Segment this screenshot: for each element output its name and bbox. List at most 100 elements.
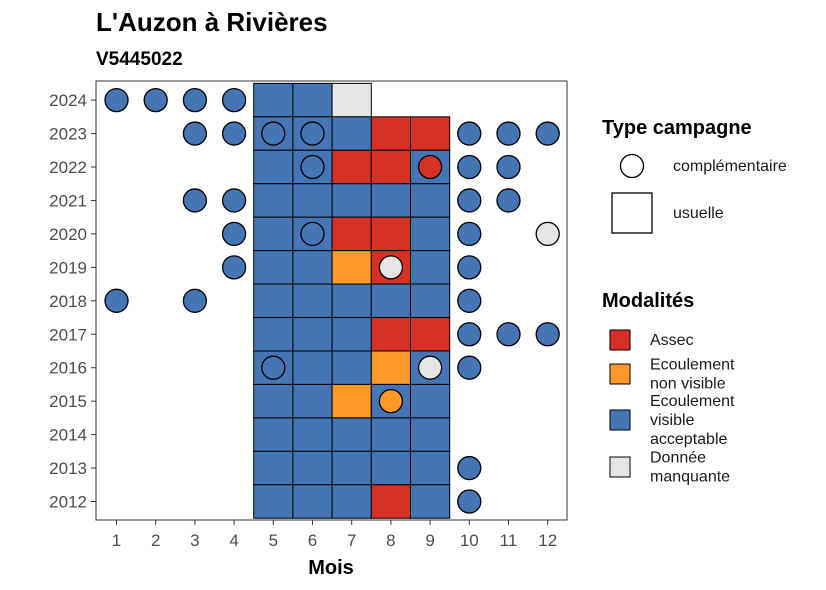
point-2017-10	[457, 322, 482, 347]
legend-swatch	[609, 363, 631, 385]
point-2023-3	[182, 121, 208, 146]
y-axis: 2012 2013 2014 2015 2016 2017 2018 2019 2020 2021…	[49, 91, 96, 512]
tile-2016-6	[292, 350, 333, 385]
legend-swatch	[609, 456, 631, 478]
tile-2015-9	[410, 383, 451, 419]
point-2016-5	[261, 355, 286, 380]
legend-label: non visible	[650, 376, 726, 393]
tile-2014-6	[292, 417, 333, 452]
point-2019-4	[221, 255, 247, 280]
x-tick-label: 10	[460, 531, 479, 550]
legend-square-key	[611, 192, 653, 234]
x-axis: 1 2 3 4 5 6 7 8 9 10 11 12	[112, 520, 557, 550]
legend-type-campagne-title: Type campagne	[602, 117, 752, 139]
point-2018-1	[104, 288, 129, 313]
point-2012-10	[457, 489, 482, 514]
tile-2019-7	[331, 250, 372, 285]
tile-2019-5	[253, 250, 294, 285]
point-2024-1	[104, 87, 129, 113]
tile-2021-5	[253, 183, 294, 218]
chart-subtitle: V5445022	[96, 49, 183, 70]
x-tick-label: 4	[229, 531, 238, 550]
x-tick-label: 5	[269, 531, 278, 550]
tile-2018-5	[253, 283, 294, 319]
chart-title: L'Auzon à Rivières	[96, 7, 328, 37]
x-tick-label: 6	[308, 531, 317, 550]
point-2020-4	[221, 221, 247, 247]
legend-label-complementaire: complémentaire	[673, 158, 787, 175]
legend-label: Ecoulement	[650, 393, 735, 410]
point-2018-10	[457, 288, 482, 313]
point-2018-3	[182, 288, 208, 313]
y-tick-label: 2012	[49, 493, 87, 512]
tile-2018-9	[410, 283, 451, 319]
tile-2021-7	[331, 183, 372, 218]
y-tick-label: 2014	[49, 426, 87, 445]
tile-2014-8	[370, 417, 411, 452]
tile-2017-6	[292, 317, 333, 352]
legend-type-campagne: Type campagne complémentaire usuelle	[602, 117, 787, 234]
tile-2012-6	[292, 484, 333, 519]
usuelle-tiles	[253, 82, 451, 519]
tile-2024-6	[292, 82, 333, 118]
tile-2018-8	[370, 283, 411, 319]
tile-2017-5	[253, 317, 294, 352]
tile-2013-9	[410, 450, 451, 486]
tile-2015-7	[331, 383, 372, 419]
y-tick-label: 2013	[49, 459, 87, 478]
legend-label: Assec	[650, 332, 694, 349]
y-tick-label: 2019	[49, 258, 87, 277]
tile-2019-9	[410, 250, 451, 285]
point-2017-11	[496, 322, 521, 347]
tile-2018-7	[331, 283, 372, 319]
point-2021-3	[182, 188, 208, 213]
tile-2014-5	[253, 417, 294, 452]
y-tick-label: 2022	[49, 158, 87, 177]
x-tick-label: 11	[500, 531, 518, 550]
point-2019-8	[378, 255, 404, 280]
point-2016-9	[417, 355, 443, 380]
legend-label: Ecoulement	[650, 357, 735, 374]
tile-2024-7	[331, 82, 372, 118]
point-2023-6	[300, 121, 325, 146]
tile-2012-8	[370, 484, 411, 519]
tile-2015-6	[292, 383, 333, 419]
legend-label: acceptable	[650, 431, 727, 448]
tile-2020-8	[370, 216, 411, 252]
point-2020-6	[300, 221, 325, 247]
tile-2013-6	[292, 450, 333, 486]
x-tick-label: 9	[425, 531, 434, 550]
x-tick-label: 1	[112, 531, 121, 550]
point-2022-10	[457, 154, 482, 180]
y-tick-label: 2024	[49, 91, 87, 110]
y-tick-label: 2016	[49, 359, 87, 378]
point-2021-4	[221, 188, 247, 213]
tile-2013-5	[253, 450, 294, 486]
point-2021-11	[496, 188, 521, 213]
point-2015-8	[378, 388, 404, 414]
tile-2021-9	[410, 183, 451, 218]
x-tick-label: 2	[151, 531, 160, 550]
point-2024-3	[182, 87, 208, 113]
x-tick-label: 12	[538, 531, 557, 550]
tile-2019-6	[292, 250, 333, 285]
complementaire-points	[104, 87, 560, 514]
tile-2023-8	[370, 116, 411, 151]
legend-label: visible	[650, 412, 695, 429]
point-2023-5	[261, 121, 286, 146]
point-2022-6	[300, 154, 325, 180]
tile-2020-9	[410, 216, 451, 252]
tile-2015-5	[253, 383, 294, 419]
point-2023-12	[535, 121, 560, 146]
tile-2022-5	[253, 149, 294, 185]
x-tick-label: 8	[386, 531, 395, 550]
tile-2012-7	[331, 484, 372, 519]
legend-label: manquante	[650, 469, 730, 486]
tile-2020-5	[253, 216, 294, 252]
y-tick-label: 2018	[49, 292, 87, 311]
point-2020-12	[535, 221, 560, 247]
tile-2020-7	[331, 216, 372, 252]
legend-label-usuelle: usuelle	[673, 205, 724, 222]
